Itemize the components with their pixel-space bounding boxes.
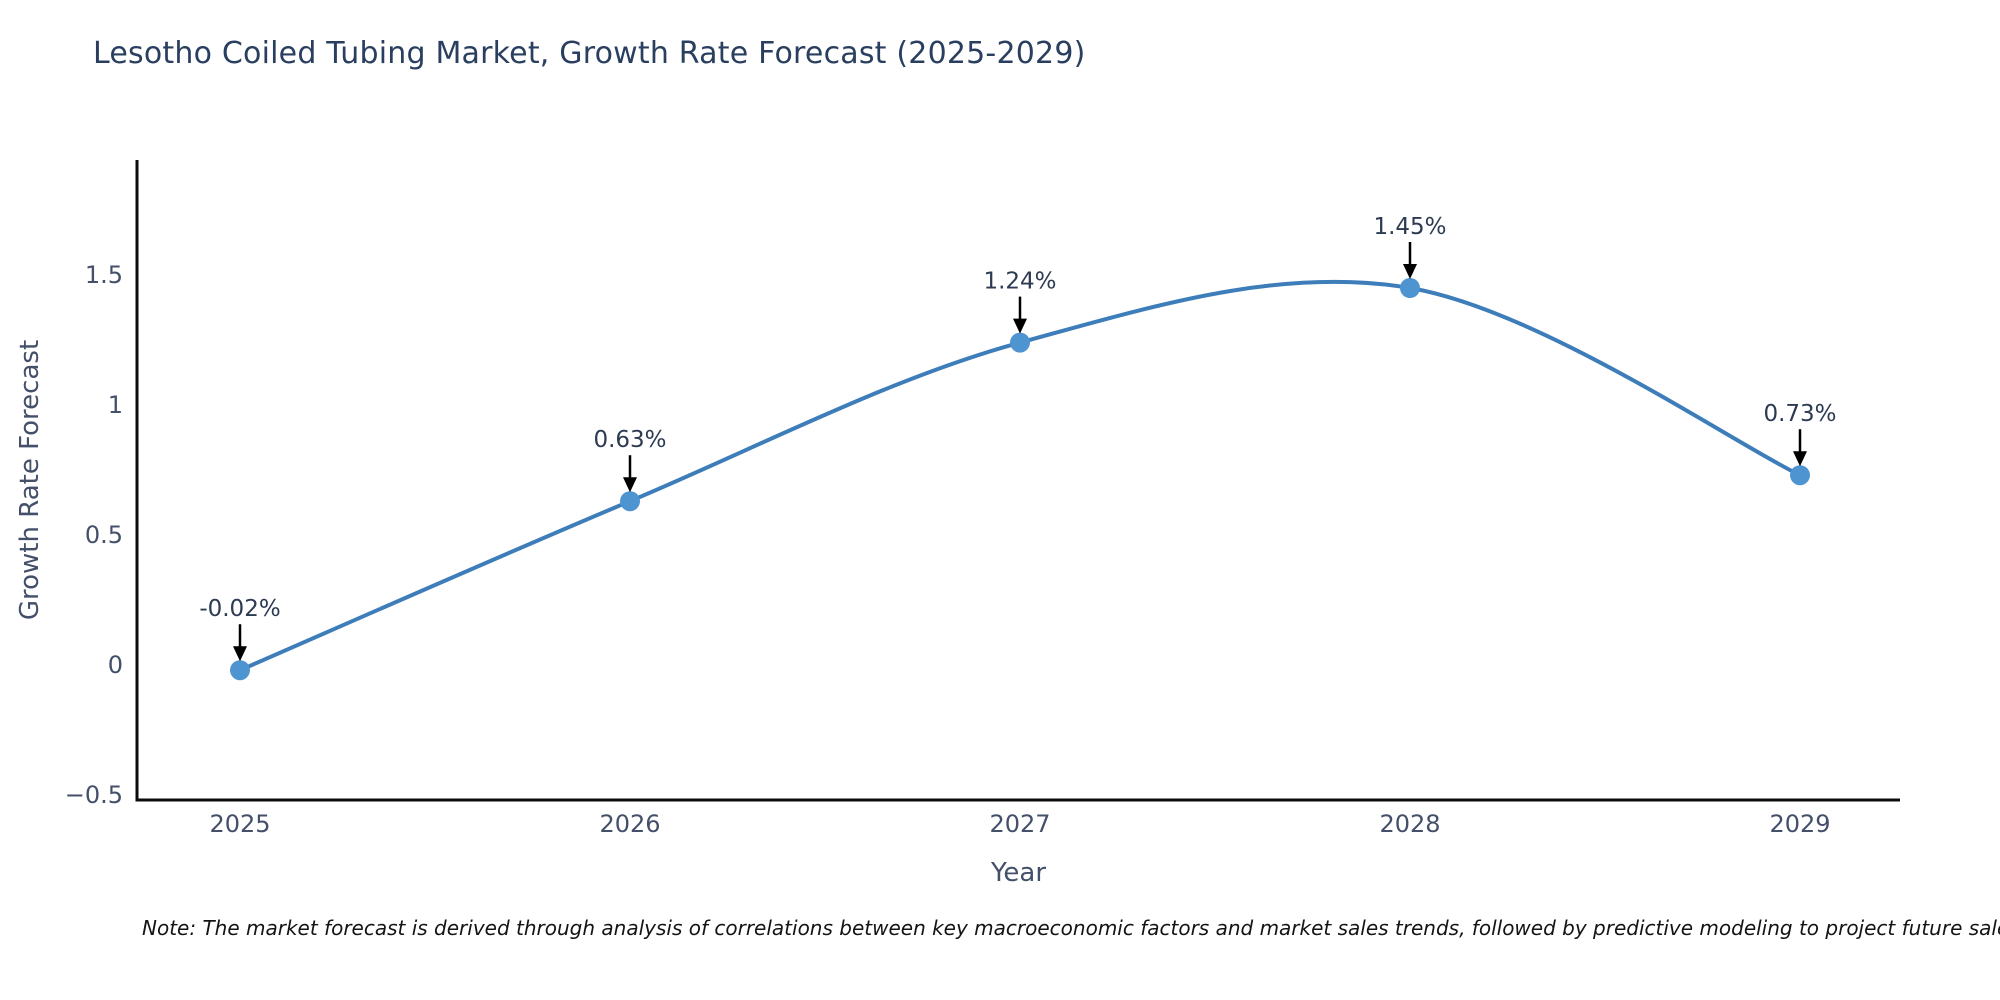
x-tick-label: 2029 [1769, 810, 1830, 838]
data-point-marker [1010, 332, 1030, 353]
annotation-arrow-head [1403, 264, 1417, 279]
data-point-marker [1400, 278, 1420, 298]
annotation-arrow-head [623, 477, 637, 493]
annotation-arrow-head [233, 646, 247, 662]
data-point-label: 0.73% [1763, 401, 1836, 427]
y-tick-label: 1.5 [85, 261, 123, 289]
y-tick-label: 1 [108, 391, 123, 419]
data-point-label: 1.45% [1373, 214, 1446, 240]
chart-title: Lesotho Coiled Tubing Market, Growth Rat… [93, 36, 1086, 71]
annotation-arrow-head [1793, 451, 1807, 467]
x-tick-label: 2027 [989, 810, 1050, 838]
data-point-label: 0.63% [593, 427, 666, 453]
annotation-arrow-head [1013, 318, 1027, 334]
y-tick-label: 0.5 [85, 521, 123, 549]
y-tick-label: 0 [108, 651, 123, 679]
y-tick-label: −0.5 [65, 781, 123, 809]
data-point-marker [230, 660, 250, 681]
x-tick-label: 2026 [599, 810, 660, 838]
data-point-label: 1.24% [983, 269, 1056, 295]
x-tick-label: 2028 [1379, 810, 1440, 838]
footnote: Note: The market forecast is derived thr… [142, 916, 2000, 940]
y-axis-title: Growth Rate Forecast [15, 339, 45, 621]
data-point-label: -0.02% [199, 596, 280, 622]
x-axis-title: Year [990, 858, 1047, 888]
data-point-marker [620, 491, 640, 512]
x-tick-label: 2025 [209, 810, 270, 838]
data-point-marker [1790, 465, 1810, 486]
